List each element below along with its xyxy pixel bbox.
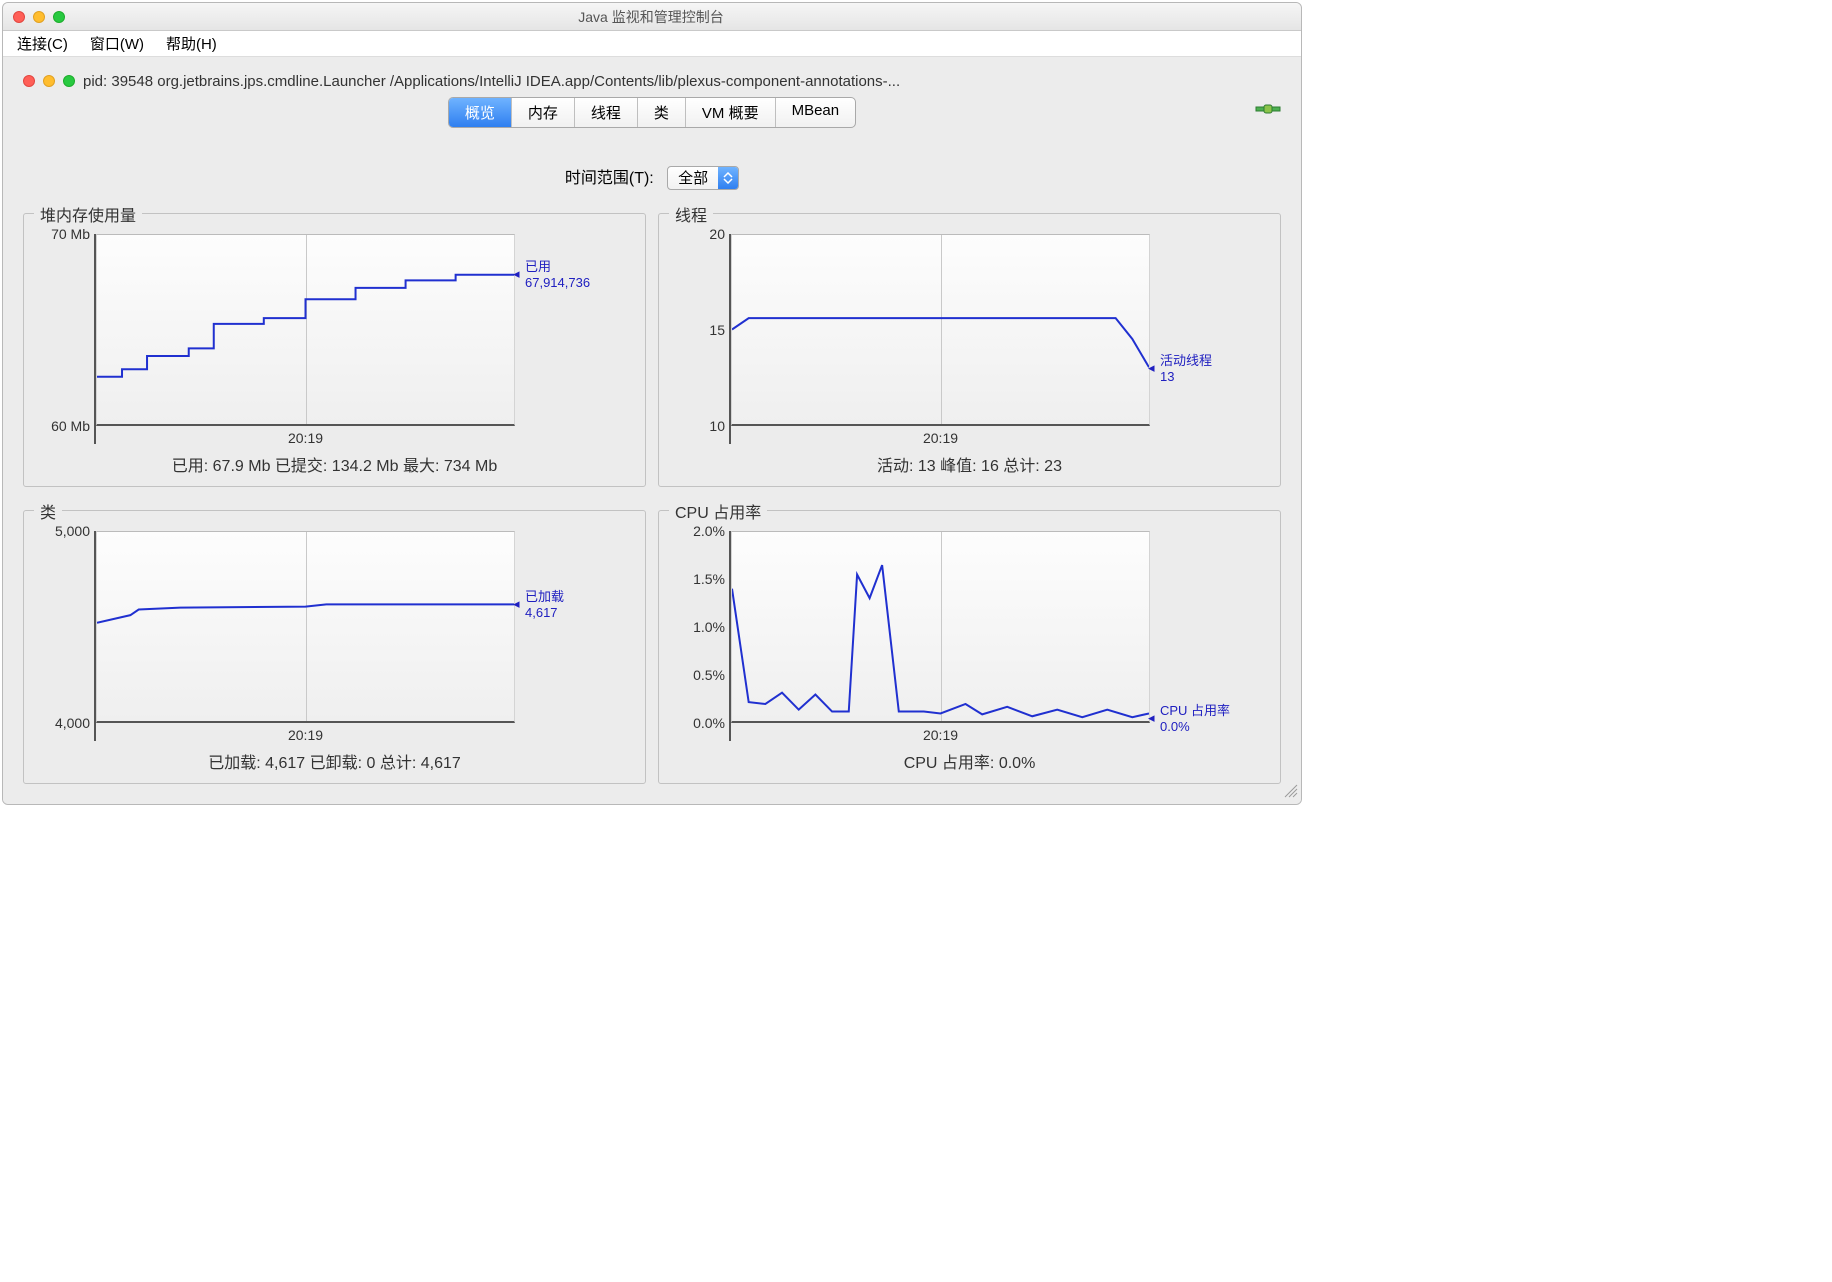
minimize-icon[interactable] (43, 75, 55, 87)
chart-cpu: 2.0%1.5%1.0%0.5%0.0%20:19◂CPU 占用率0.0% (669, 531, 1270, 741)
time-range-label: 时间范围(T): (565, 170, 654, 187)
menubar: 连接(C) 窗口(W) 帮助(H) (3, 31, 1301, 57)
menu-connect[interactable]: 连接(C) (17, 33, 68, 54)
panel-classes-title: 类 (34, 499, 62, 523)
threads-status: 活动: 13 峰值: 16 总计: 23 (669, 452, 1270, 476)
chart-classes: 5,0004,00020:19◂已加载4,617 (34, 531, 635, 741)
panel-classes: 类 5,0004,00020:19◂已加载4,617 已加载: 4,617 已卸… (23, 499, 646, 784)
tab-memory[interactable]: 内存 (512, 98, 575, 127)
minimize-icon[interactable] (33, 11, 45, 23)
tab-threads[interactable]: 线程 (575, 98, 638, 127)
time-range-row: 时间范围(T): 全部 (23, 164, 1281, 190)
panel-cpu: CPU 占用率 2.0%1.5%1.0%0.5%0.0%20:19◂CPU 占用… (658, 499, 1281, 784)
outer-titlebar[interactable]: Java 监视和管理控制台 (3, 3, 1301, 31)
zoom-icon[interactable] (53, 11, 65, 23)
chart-heap: 70 Mb60 Mb20:19◂已用67,914,736 (34, 234, 635, 444)
main-window: Java 监视和管理控制台 连接(C) 窗口(W) 帮助(H) pid: 395… (2, 2, 1302, 805)
tab-classes[interactable]: 类 (638, 98, 686, 127)
cpu-status: CPU 占用率: 0.0% (669, 749, 1270, 773)
chevron-updown-icon (718, 167, 738, 189)
tab-mbean[interactable]: MBean (776, 98, 856, 127)
panel-cpu-title: CPU 占用率 (669, 499, 767, 523)
window-title: Java 监视和管理控制台 (65, 7, 1237, 27)
time-range-value: 全部 (668, 167, 718, 188)
zoom-icon[interactable] (63, 75, 75, 87)
close-icon[interactable] (23, 75, 35, 87)
tab-overview[interactable]: 概览 (449, 98, 512, 127)
chart-threads: 20151020:19◂活动线程13 (669, 234, 1270, 444)
time-range-select[interactable]: 全部 (667, 166, 739, 190)
panel-heap-title: 堆内存使用量 (34, 202, 142, 226)
inner-titlebar[interactable]: pid: 39548 org.jetbrains.jps.cmdline.Lau… (17, 69, 1287, 93)
panel-heap: 堆内存使用量 70 Mb60 Mb20:19◂已用67,914,736 已用: … (23, 202, 646, 487)
panel-threads-title: 线程 (669, 202, 713, 226)
window-controls (13, 11, 65, 23)
resize-handle-icon[interactable] (1284, 784, 1298, 801)
connection-status-icon[interactable] (1255, 99, 1281, 122)
classes-status: 已加载: 4,617 已卸载: 0 总计: 4,617 (34, 749, 635, 773)
tab-vm-summary[interactable]: VM 概要 (686, 98, 776, 127)
close-icon[interactable] (13, 11, 25, 23)
inner-window: pid: 39548 org.jetbrains.jps.cmdline.Lau… (17, 69, 1287, 790)
menu-help[interactable]: 帮助(H) (166, 33, 217, 54)
menu-window[interactable]: 窗口(W) (90, 33, 144, 54)
inner-window-title: pid: 39548 org.jetbrains.jps.cmdline.Lau… (83, 73, 1281, 90)
inner-window-controls (23, 75, 75, 87)
tab-bar: 概览 内存 线程 类 VM 概要 MBean (17, 97, 1287, 128)
panel-threads: 线程 20151020:19◂活动线程13 活动: 13 峰值: 16 总计: … (658, 202, 1281, 487)
heap-status: 已用: 67.9 Mb 已提交: 134.2 Mb 最大: 734 Mb (34, 452, 635, 476)
